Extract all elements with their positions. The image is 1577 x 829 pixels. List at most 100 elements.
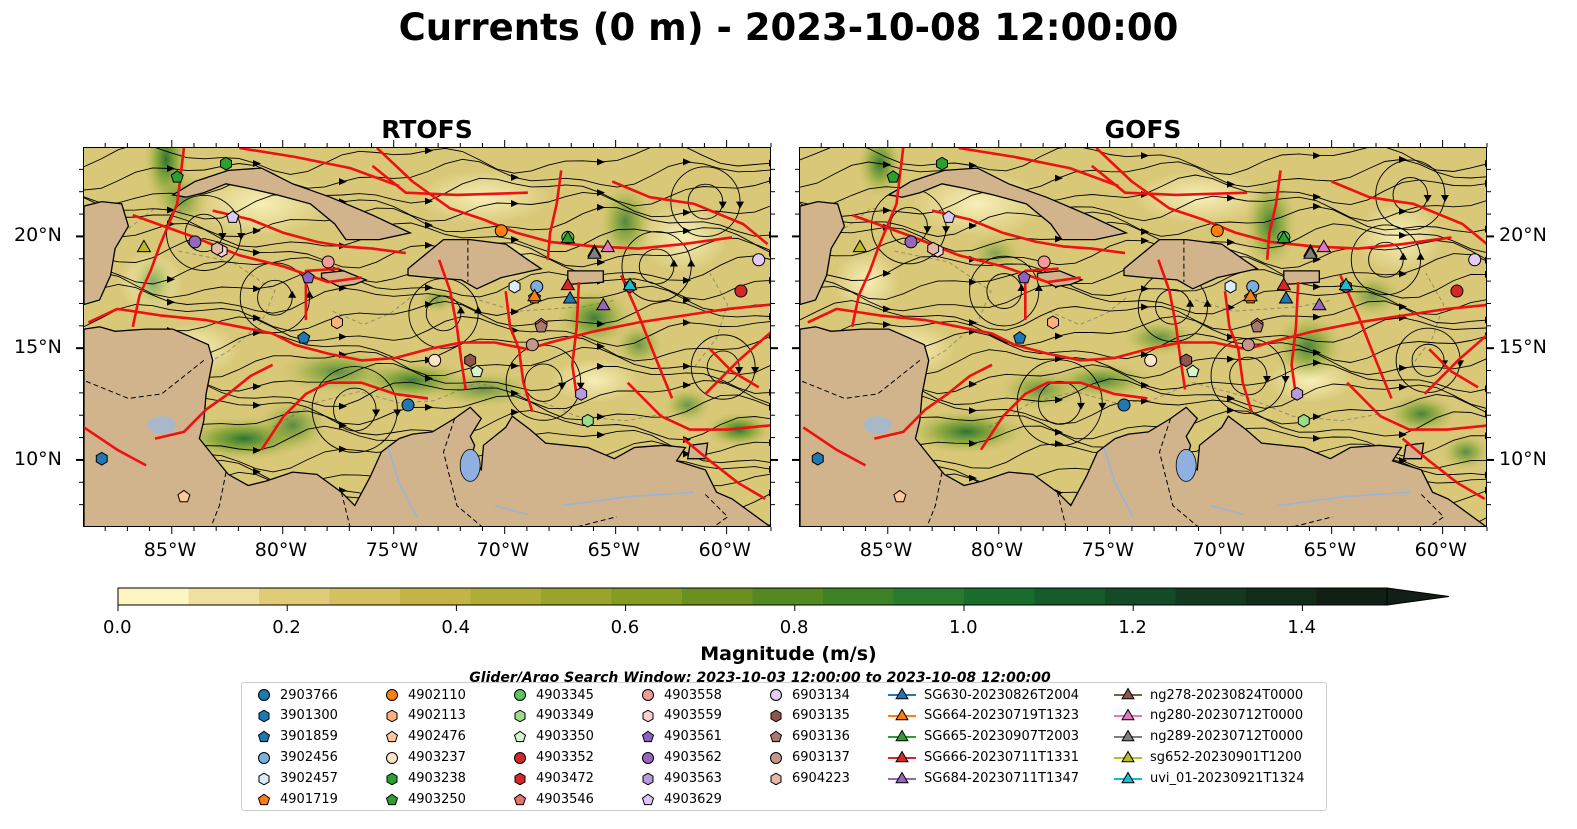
y-tick-label: 10°N xyxy=(14,447,62,470)
legend-marker xyxy=(888,708,916,721)
legend-item: uvi_01-20230921T1324 xyxy=(1114,769,1304,789)
legend-item: 4903350 xyxy=(512,727,594,747)
legend-item: SG666-20230711T1331 xyxy=(888,748,1079,768)
map-marker-4903250 xyxy=(886,170,900,183)
legend-marker xyxy=(641,793,655,805)
legend-marker xyxy=(513,730,527,742)
x-tick-label: 80°W xyxy=(254,539,308,561)
legend-label: 4903345 xyxy=(536,687,594,703)
legend-marker xyxy=(888,771,916,783)
legend-item: ng278-20230824T0000 xyxy=(1114,685,1303,705)
legend-item: 6903135 xyxy=(768,706,850,726)
map-marker-SG664-20230719T1323 xyxy=(1243,288,1258,302)
legend-label: sg652-20230901T1200 xyxy=(1150,750,1302,766)
map-marker-6903136 xyxy=(1250,319,1264,333)
legend-item: 4903629 xyxy=(640,790,722,810)
legend-label: 4902110 xyxy=(408,687,466,703)
map-svg xyxy=(84,148,770,526)
map-marker-SG665-20230907T2003 xyxy=(560,230,576,244)
colorbar-tick-label: 1.0 xyxy=(949,617,978,638)
legend-marker xyxy=(257,730,271,742)
legend-label: SG666-20230711T1331 xyxy=(924,750,1080,766)
map-marker-3901300 xyxy=(95,451,108,466)
map-marker-4903558 xyxy=(1037,255,1051,269)
legend-marker xyxy=(258,709,270,723)
legend-label: 4902476 xyxy=(408,729,466,745)
map-marker-sg652-20230901T1200 xyxy=(136,239,152,253)
y-tick-label: 20°N xyxy=(1499,224,1547,247)
legend-marker xyxy=(888,687,916,700)
map-panel-gofs xyxy=(799,147,1487,527)
legend-item: 4903562 xyxy=(640,748,722,768)
map-marker-4903237 xyxy=(428,353,442,367)
legend-item: SG664-20230719T1323 xyxy=(888,706,1079,726)
map-marker-SG666-20230711T1331 xyxy=(1276,277,1292,291)
y-tick-label: 15°N xyxy=(1499,336,1547,359)
x-tick-label: 70°W xyxy=(476,539,530,561)
legend-label: ng278-20230824T0000 xyxy=(1150,687,1304,703)
legend-marker xyxy=(386,689,398,701)
map-marker-4903561 xyxy=(1017,270,1031,284)
map-marker-4903352 xyxy=(1450,284,1464,298)
colorbar-tick-label: 0.4 xyxy=(441,617,471,638)
map-marker-4902110 xyxy=(1210,224,1224,238)
legend-marker xyxy=(386,709,398,723)
map-marker-SG665-20230907T2003 xyxy=(1276,230,1292,244)
legend-marker xyxy=(888,729,916,742)
colorbar-segment xyxy=(400,588,471,605)
legend-marker xyxy=(257,793,271,805)
map-marker-4903350 xyxy=(1186,364,1200,378)
legend-marker xyxy=(386,772,398,785)
legend-label: 4902113 xyxy=(408,708,466,724)
legend-item: 4903352 xyxy=(512,748,594,768)
colorbar-segment xyxy=(1175,588,1247,605)
map-marker-4903629 xyxy=(942,210,956,223)
map-marker-6903135 xyxy=(1180,353,1193,368)
map-marker-4902113 xyxy=(1047,315,1059,330)
colorbar-segment xyxy=(611,588,683,605)
legend-marker xyxy=(1114,750,1142,762)
map-marker-sg652-20230901T1200 xyxy=(852,239,868,253)
legend-label: 4901719 xyxy=(280,792,338,807)
colorbar-segment xyxy=(1034,588,1106,605)
map-marker-ng289-20230712T0000 xyxy=(1303,246,1318,259)
legend-marker xyxy=(1114,771,1142,783)
legend-item: sg652-20230901T1200 xyxy=(1114,748,1302,768)
legend-item: 4903563 xyxy=(640,769,722,789)
legend-item: 4902113 xyxy=(384,706,466,726)
legend-label: 4903558 xyxy=(664,687,722,703)
colorbar-segment xyxy=(1246,588,1317,605)
colorbar-segment xyxy=(188,588,260,605)
map-marker-4902476 xyxy=(893,489,907,503)
legend-label: 6903137 xyxy=(792,750,850,766)
map-marker-2903766 xyxy=(401,398,415,412)
colorbar-tick-label: 1.2 xyxy=(1118,617,1147,638)
map-panel-rtofs xyxy=(83,147,771,527)
legend-item: 4903238 xyxy=(384,769,466,789)
x-tick-label: 85°W xyxy=(143,539,197,561)
legend-item: 4903472 xyxy=(512,769,594,789)
legend-item: 6903134 xyxy=(768,685,850,705)
legend-label: 3902457 xyxy=(280,771,338,787)
map-marker-6903137 xyxy=(525,338,539,352)
colorbar-segment xyxy=(259,588,330,605)
colorbar-label: Magnitude (m/s) xyxy=(700,643,877,665)
panel-title-gofs: GOFS xyxy=(1104,115,1182,144)
legend-label: 4903629 xyxy=(664,792,722,807)
map-marker-3902457 xyxy=(508,279,521,294)
legend-item: 4903250 xyxy=(384,790,466,810)
legend-label: 6904223 xyxy=(792,771,850,787)
legend-item: SG630-20230826T2004 xyxy=(888,685,1079,705)
map-marker-2903766 xyxy=(1117,398,1131,412)
map-marker-6904223 xyxy=(211,241,224,256)
legend-item: 3901859 xyxy=(256,727,338,747)
y-tick-label: 20°N xyxy=(14,224,62,247)
legend-item: 2903766 xyxy=(256,685,338,705)
legend-marker xyxy=(514,772,526,785)
legend-label: 4903562 xyxy=(664,750,722,766)
legend-marker xyxy=(642,772,654,785)
legend-item: SG684-20230711T1347 xyxy=(888,769,1079,789)
legend-label: 4903349 xyxy=(536,708,594,724)
map-marker-ng280-20230712T0000 xyxy=(600,239,616,253)
